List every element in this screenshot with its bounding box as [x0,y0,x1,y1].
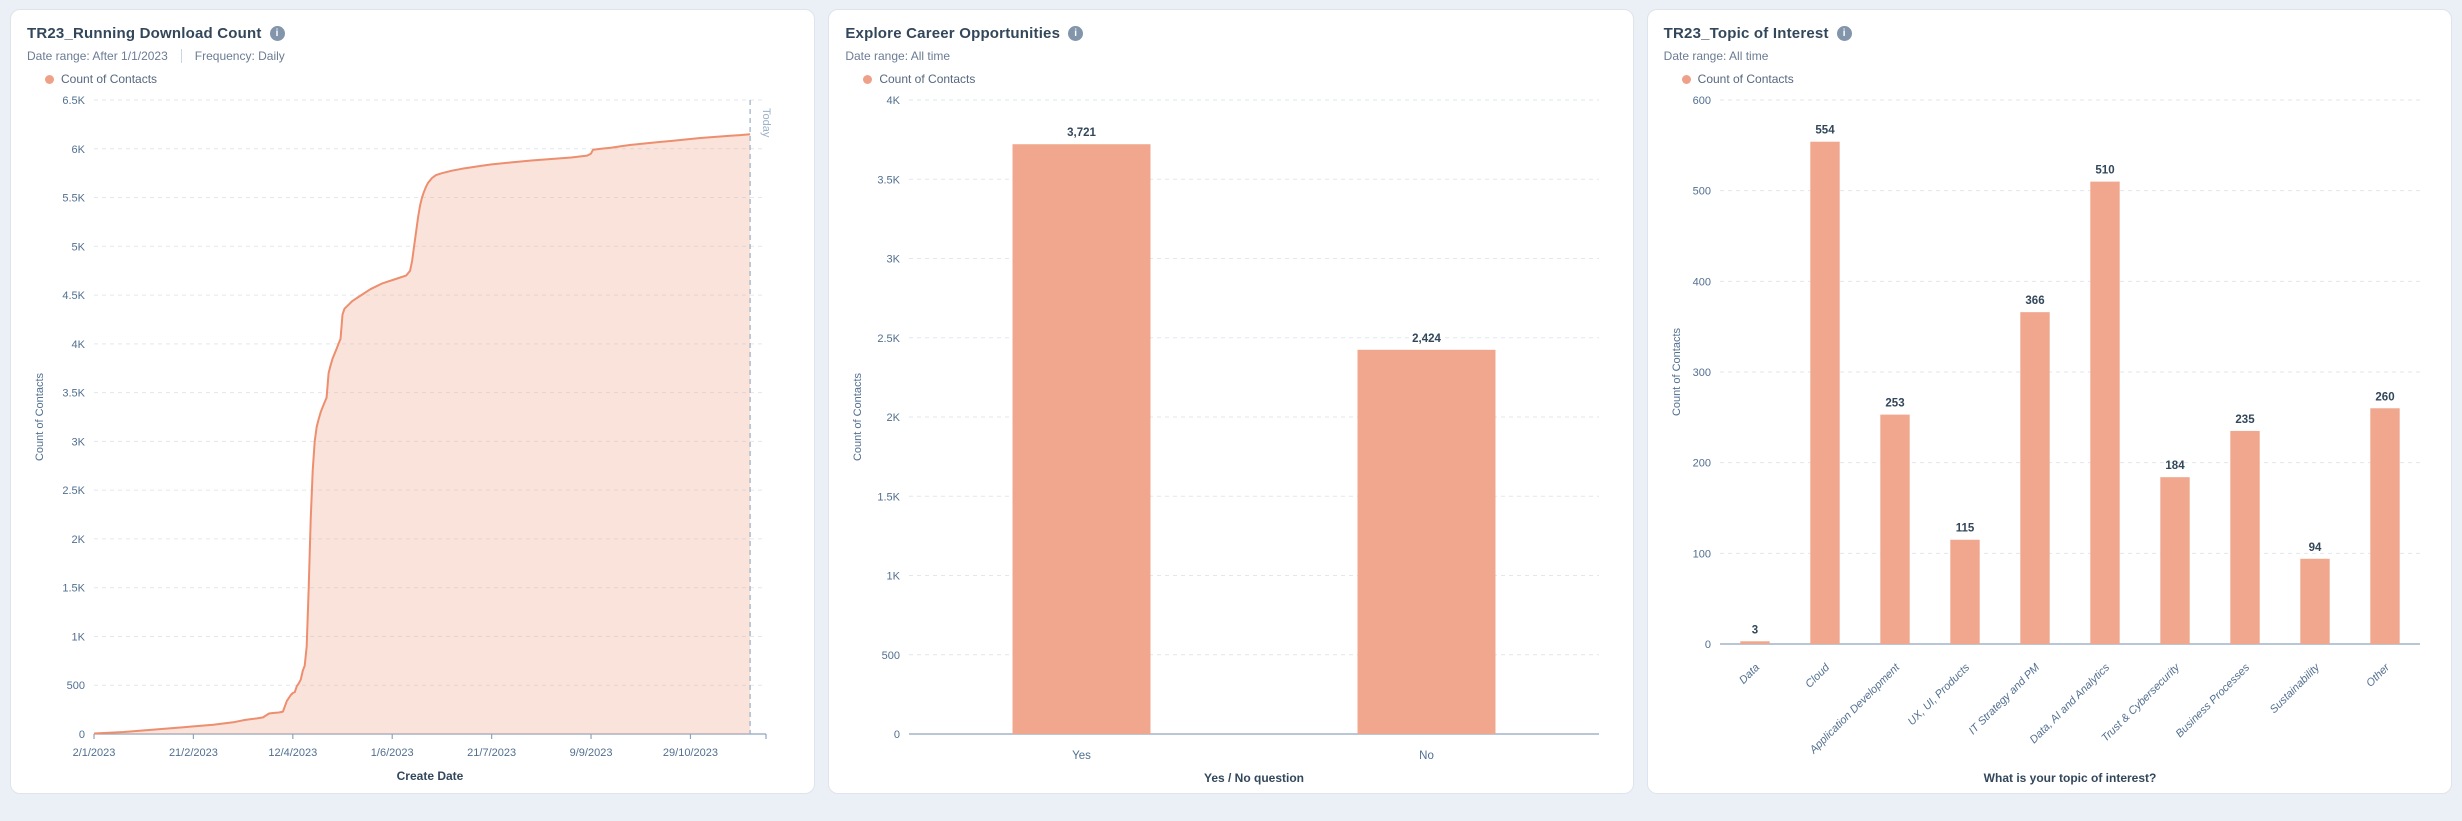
svg-text:554: 554 [1815,125,1835,137]
chart-legend: Count of Contacts [1681,72,2435,86]
svg-text:1K: 1K [72,631,86,643]
svg-text:Sustainability: Sustainability [2267,661,2322,716]
svg-text:200: 200 [1692,458,1710,470]
report-panel-career-opportunities: Explore Career Opportunities i Date rang… [828,9,1634,794]
svg-text:Data: Data [1737,662,1762,687]
svg-text:2K: 2K [887,412,901,424]
dashboard: TR23_Running Download Count i Date range… [10,9,2452,794]
svg-text:94: 94 [2308,542,2321,554]
frequency-label: Frequency: Daily [180,49,285,63]
legend-dot-icon [45,74,54,84]
svg-text:3: 3 [1751,624,1757,636]
svg-text:5.5K: 5.5K [62,193,85,205]
report-panel-topic-of-interest: TR23_Topic of Interest i Date range: All… [1646,9,2452,794]
svg-text:500: 500 [882,650,900,662]
svg-text:4K: 4K [72,339,86,351]
chart-legend: Count of Contacts [863,72,1616,86]
svg-text:3K: 3K [887,254,901,266]
svg-text:510: 510 [2095,165,2114,177]
svg-text:Count of Contacts: Count of Contacts [852,372,864,461]
svg-text:12/4/2023: 12/4/2023 [268,747,317,759]
svg-text:Count of Contacts: Count of Contacts [34,372,46,461]
chart-canvas-area[interactable]: 0 500 1K 1.5K 2K 2.5K 3K 3.5K 4K 4.5K 5K 5.5K 6K 6.5K… [27,88,798,787]
svg-text:2.5K: 2.5K [878,333,901,345]
svg-text:6K: 6K [72,144,86,156]
svg-text:Trust & Cybersecurity: Trust & Cybersecurity [2099,661,2183,745]
date-range-label: Date range: All time [845,49,951,63]
panel-header: TR23_Topic of Interest i [1664,25,2435,42]
svg-text:1.5K: 1.5K [878,491,901,503]
info-icon[interactable]: i [269,26,285,41]
svg-text:235: 235 [2235,414,2255,426]
svg-text:366: 366 [2025,295,2044,307]
svg-text:1.5K: 1.5K [62,583,85,595]
svg-text:500: 500 [1692,186,1710,198]
svg-text:2.5K: 2.5K [62,485,85,497]
svg-text:6.5K: 6.5K [62,95,85,107]
svg-text:Yes: Yes [1072,750,1091,762]
svg-text:9/9/2023: 9/9/2023 [570,747,613,759]
svg-text:260: 260 [2375,391,2394,403]
info-icon[interactable]: i [1836,26,1852,41]
svg-text:Yes / No question: Yes / No question [1204,771,1304,785]
svg-text:2/1/2023: 2/1/2023 [73,747,116,759]
svg-text:1/6/2023: 1/6/2023 [371,747,414,759]
info-icon[interactable]: i [1068,26,1084,41]
svg-text:4.5K: 4.5K [62,290,85,302]
legend-dot-icon [863,74,873,84]
date-range-label: Date range: After 1/1/2023 [27,49,168,63]
legend-label: Count of Contacts [61,72,158,86]
svg-text:2K: 2K [72,534,86,546]
legend-label: Count of Contacts [1697,72,1794,86]
chart-canvas-bar-topics[interactable]: 0 100 200 300 400 500 600 Count of Contacts What… [1664,88,2435,787]
svg-text:21/7/2023: 21/7/2023 [467,747,516,759]
svg-text:184: 184 [2165,460,2185,472]
legend-dot-icon [1681,74,1691,84]
svg-text:Business Processes: Business Processes [2173,661,2252,740]
svg-text:Other: Other [2364,661,2393,690]
svg-text:29/10/2023: 29/10/2023 [663,747,718,759]
svg-text:3.5K: 3.5K [62,388,85,400]
panel-title[interactable]: TR23_Topic of Interest [1663,25,1829,42]
panel-title[interactable]: TR23_Running Download Count [27,25,262,42]
svg-text:Cloud: Cloud [1803,661,1832,690]
svg-text:0: 0 [79,729,85,741]
svg-text:0: 0 [1705,639,1711,651]
svg-text:2,424: 2,424 [1412,333,1441,345]
chart-canvas-bar-yesno[interactable]: 0 500 1K 1.5K 2K 2.5K 3K 3.5K 4K Count of Contact… [845,88,1616,787]
svg-text:21/2/2023: 21/2/2023 [169,747,218,759]
svg-text:600: 600 [1692,95,1710,107]
svg-text:3K: 3K [72,436,86,448]
date-range-label: Date range: All time [1663,49,1769,63]
svg-text:400: 400 [1692,276,1710,288]
svg-text:500: 500 [67,680,85,692]
svg-text:115: 115 [1955,523,1974,535]
svg-text:4K: 4K [887,95,901,107]
panel-header: TR23_Running Download Count i [27,25,798,42]
legend-label: Count of Contacts [879,72,976,86]
svg-text:Create Date: Create Date [397,769,464,783]
svg-text:3,721: 3,721 [1067,127,1096,139]
svg-text:What is your topic of interest: What is your topic of interest? [1983,771,2156,785]
panel-meta: Date range: All time [1664,49,2435,63]
panel-title[interactable]: Explore Career Opportunities [845,25,1061,42]
panel-meta: Date range: All time [845,49,1616,63]
report-panel-running-download-count: TR23_Running Download Count i Date range… [10,9,816,794]
svg-text:Count of Contacts: Count of Contacts [1671,327,1683,416]
panel-header: Explore Career Opportunities i [845,25,1616,42]
chart-legend: Count of Contacts [45,72,798,86]
svg-text:IT Strategy and PM: IT Strategy and PM [1966,661,2042,737]
svg-text:0: 0 [894,729,900,741]
svg-text:Data, AI and Analytics: Data, AI and Analytics [2027,661,2112,746]
svg-text:300: 300 [1692,367,1710,379]
svg-text:No: No [1419,750,1434,762]
svg-text:253: 253 [1885,398,1904,410]
svg-text:UX, UI, Products: UX, UI, Products [1905,661,1972,728]
svg-text:Today: Today [760,108,772,138]
svg-text:3.5K: 3.5K [878,174,901,186]
panel-meta: Date range: After 1/1/2023 Frequency: Da… [27,49,798,63]
svg-text:1K: 1K [887,571,901,583]
svg-text:100: 100 [1692,548,1710,560]
svg-text:5K: 5K [72,241,86,253]
